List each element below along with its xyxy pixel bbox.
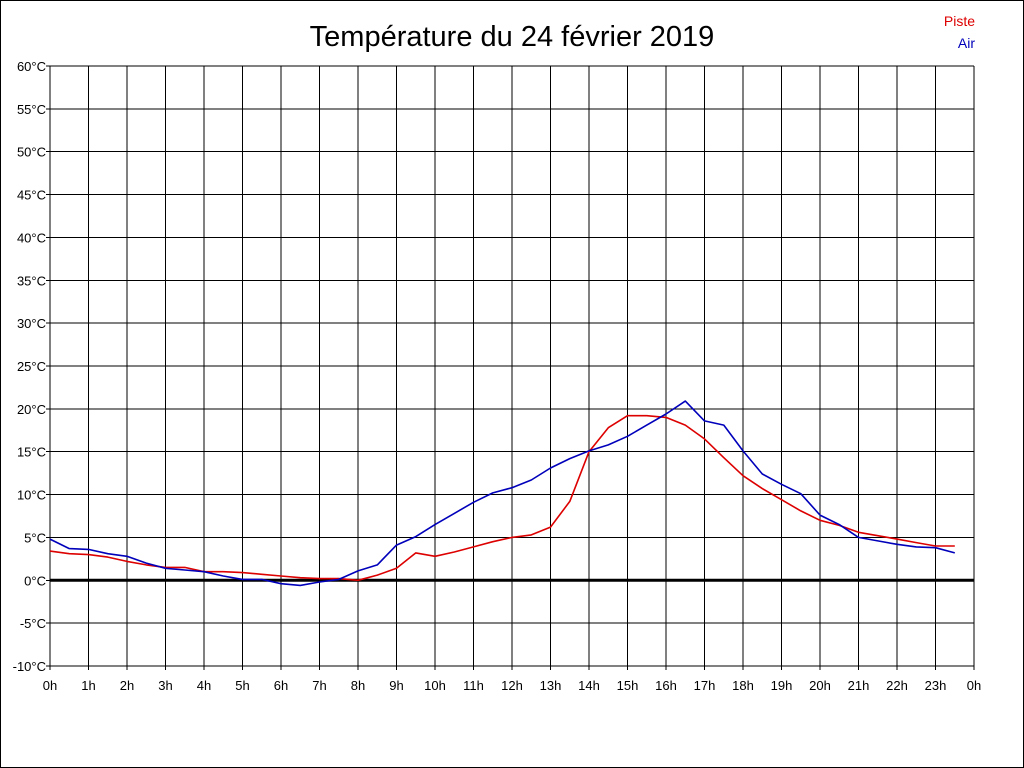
y-tick-label: 20°C bbox=[17, 402, 46, 417]
x-tick-label: 22h bbox=[886, 678, 908, 693]
x-tick-label: 23h bbox=[925, 678, 947, 693]
x-tick-label: 5h bbox=[235, 678, 249, 693]
x-axis-ticks: 0h 1h 2h 3h 4h 5h 6h 7h 8h 9h 10h 11h 12h 13h 14h 15h 16… bbox=[43, 666, 981, 693]
x-tick-label: 12h bbox=[501, 678, 523, 693]
x-tick-label: 19h bbox=[771, 678, 793, 693]
y-tick-label: 15°C bbox=[17, 445, 46, 460]
y-tick-label: 40°C bbox=[17, 230, 46, 245]
x-tick-label: 8h bbox=[351, 678, 365, 693]
x-tick-label: 2h bbox=[120, 678, 134, 693]
x-tick-label: 16h bbox=[655, 678, 677, 693]
x-tick-label: 0h bbox=[967, 678, 981, 693]
y-tick-label: 45°C bbox=[17, 188, 46, 203]
y-tick-label: 25°C bbox=[17, 359, 46, 374]
y-tick-label: 30°C bbox=[17, 316, 46, 331]
x-tick-label: 20h bbox=[809, 678, 831, 693]
y-tick-label: 10°C bbox=[17, 488, 46, 503]
x-tick-label: 21h bbox=[848, 678, 870, 693]
y-tick-label: -5°C bbox=[20, 616, 46, 631]
y-axis-ticks: 60°C 55°C 50°C 45°C 40°C 35°C 30°C 25°C 20°C 15°C… bbox=[13, 59, 46, 674]
series-line-air bbox=[49, 400, 956, 587]
legend: Piste Air bbox=[944, 13, 975, 51]
legend-entry-piste: Piste bbox=[944, 13, 975, 29]
x-tick-label: 13h bbox=[540, 678, 562, 693]
series-line-piste bbox=[49, 414, 955, 582]
y-tick-label: 35°C bbox=[17, 273, 46, 288]
y-tick-label: 0°C bbox=[24, 573, 46, 588]
y-tick-label: 5°C bbox=[24, 530, 46, 545]
x-tick-label: 3h bbox=[158, 678, 172, 693]
grid bbox=[46, 65, 975, 667]
series-layer bbox=[49, 400, 956, 587]
x-tick-label: 17h bbox=[694, 678, 716, 693]
y-tick-label: 50°C bbox=[17, 145, 46, 160]
x-tick-label: 11h bbox=[463, 678, 484, 693]
x-tick-label: 15h bbox=[617, 678, 639, 693]
x-tick-label: 18h bbox=[732, 678, 754, 693]
x-tick-label: 6h bbox=[274, 678, 288, 693]
legend-entry-air: Air bbox=[958, 35, 975, 51]
y-tick-label: 55°C bbox=[17, 102, 46, 117]
y-tick-label: -10°C bbox=[13, 659, 46, 674]
x-tick-label: 9h bbox=[389, 678, 403, 693]
x-tick-label: 10h bbox=[424, 678, 446, 693]
x-tick-label: 1h bbox=[81, 678, 95, 693]
x-tick-label: 0h bbox=[43, 678, 57, 693]
y-tick-label: 60°C bbox=[17, 59, 46, 74]
x-tick-label: 4h bbox=[197, 678, 211, 693]
x-tick-label: 7h bbox=[312, 678, 326, 693]
x-tick-label: 14h bbox=[578, 678, 600, 693]
chart-title: Température du 24 février 2019 bbox=[310, 21, 715, 53]
